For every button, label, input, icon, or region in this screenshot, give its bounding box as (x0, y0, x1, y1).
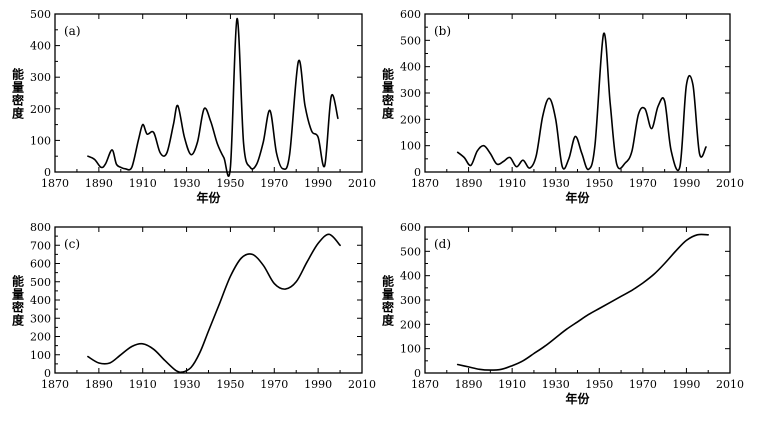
y-tick-label: 0 (414, 367, 421, 380)
plot-frame (424, 13, 731, 173)
y-tick-label: 800 (30, 221, 51, 234)
series-line (456, 32, 707, 172)
chart-panel-b: 1870 1890 1910 1930 1950 1970 1990 2010 0 100 200 3… (382, 8, 744, 205)
x-tick-label: 2010 (716, 177, 744, 190)
x-tick-label: 1930 (173, 177, 201, 190)
y-axis-label: 能量密度 (382, 67, 395, 121)
x-tick-label: 2010 (348, 378, 376, 391)
x-tick-label: 1970 (260, 378, 288, 391)
x-tick-label: 1990 (304, 177, 332, 190)
x-tick-label: 1970 (260, 177, 288, 190)
x-tick-label: 1930 (173, 378, 201, 391)
x-axis-label: 年份 (565, 190, 590, 205)
x-tick-label: 1970 (629, 378, 657, 391)
y-tick-label: 0 (414, 166, 421, 179)
y-tick-label: 200 (30, 103, 51, 116)
x-tick-label: 1870 (41, 378, 69, 391)
x-tick-label: 1970 (629, 177, 657, 190)
x-tick-label: 1950 (216, 378, 244, 391)
y-tick-label: 400 (400, 61, 421, 74)
x-tick-label: 1910 (498, 177, 526, 190)
x-tick-label: 1890 (455, 177, 483, 190)
y-tick-label: 500 (400, 245, 421, 258)
chart-panel-d: 1870 1890 1910 1930 1950 1970 1990 2010 0 100 200 3… (382, 221, 744, 406)
y-tick-label: 0 (44, 166, 51, 179)
x-tick-label: 1870 (411, 177, 439, 190)
y-tick-label: 300 (400, 87, 421, 100)
plot-frame (424, 226, 731, 374)
series-line (456, 233, 709, 371)
y-tick-label: 400 (30, 40, 51, 53)
y-tick-label: 500 (400, 34, 421, 47)
chart-panel-a: 1870 1890 1910 1930 1950 1970 1990 2010 0 100 200 3… (12, 8, 376, 205)
plot-frame (54, 13, 363, 173)
y-tick-label: 600 (400, 221, 421, 234)
y-tick-label: 500 (30, 8, 51, 21)
y-tick-label: 500 (30, 276, 51, 289)
y-tick-label: 400 (30, 294, 51, 307)
y-tick-label: 200 (400, 318, 421, 331)
y-tick-label: 100 (30, 349, 51, 362)
y-tick-label: 300 (30, 71, 51, 84)
x-axis-label: 年份 (196, 190, 221, 205)
x-tick-label: 1870 (41, 177, 69, 190)
y-tick-label: 300 (400, 294, 421, 307)
x-tick-label: 1990 (672, 177, 700, 190)
x-axis-label: 年份 (565, 391, 590, 406)
y-axis-label: 能量密度 (12, 67, 25, 121)
y-axis-label: 能量密度 (382, 274, 395, 328)
x-tick-label: 1890 (85, 177, 113, 190)
panel-label: (b) (434, 24, 451, 38)
series-line (87, 17, 339, 177)
x-tick-label: 1930 (542, 378, 570, 391)
x-tick-label: 1950 (585, 378, 613, 391)
x-tick-label: 1910 (498, 378, 526, 391)
y-tick-label: 200 (30, 331, 51, 344)
x-tick-label: 1870 (411, 378, 439, 391)
x-tick-label: 1910 (129, 177, 157, 190)
y-tick-label: 100 (30, 134, 51, 147)
panel-label: (c) (64, 237, 80, 251)
x-tick-label: 1890 (85, 378, 113, 391)
x-tick-label: 1990 (672, 378, 700, 391)
y-axis-label: 能量密度 (12, 274, 25, 328)
x-tick-label: 1950 (216, 177, 244, 190)
series-line (87, 233, 341, 374)
panel-label: (d) (434, 237, 451, 251)
y-tick-label: 300 (30, 312, 51, 325)
y-tick-label: 600 (30, 258, 51, 271)
y-tick-label: 200 (400, 113, 421, 126)
x-tick-label: 1990 (304, 378, 332, 391)
y-tick-label: 0 (44, 367, 51, 380)
y-tick-label: 100 (400, 343, 421, 356)
chart-panel-c: 1870 1890 1910 1930 1950 1970 1990 2010 0 100 200 3… (12, 221, 376, 391)
x-tick-label: 1950 (585, 177, 613, 190)
plot-frame (54, 226, 363, 374)
x-tick-label: 1930 (542, 177, 570, 190)
y-tick-label: 600 (400, 8, 421, 21)
x-tick-label: 2010 (716, 378, 744, 391)
x-tick-label: 1910 (129, 378, 157, 391)
panel-label: (a) (64, 24, 81, 38)
y-tick-label: 100 (400, 140, 421, 153)
y-tick-label: 700 (30, 239, 51, 252)
y-tick-label: 400 (400, 270, 421, 283)
x-tick-label: 1890 (455, 378, 483, 391)
x-tick-label: 2010 (348, 177, 376, 190)
